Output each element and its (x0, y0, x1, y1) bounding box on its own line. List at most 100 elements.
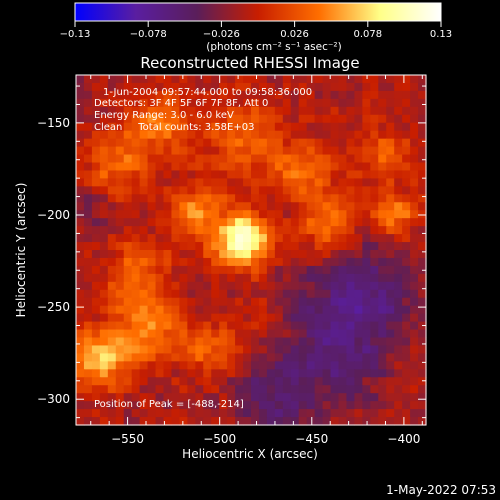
heatmap-cell (147, 401, 157, 410)
heatmap-cell (155, 218, 165, 227)
heatmap-cell (346, 106, 355, 116)
heatmap-cell (235, 210, 244, 219)
heatmap-cell (274, 361, 284, 370)
heatmap-cell (370, 186, 379, 195)
heatmap-cell (155, 297, 165, 307)
heatmap-cell (203, 114, 212, 124)
heatmap-cell (386, 186, 395, 195)
heatmap-cell (322, 337, 332, 347)
heatmap-cell (76, 345, 85, 354)
heatmap-cell (410, 138, 419, 148)
heatmap-cell (171, 218, 180, 227)
heatmap-cell (410, 130, 419, 140)
heatmap-cell (235, 377, 244, 386)
heatmap-cell (314, 162, 324, 172)
heatmap-cell (338, 313, 348, 323)
heatmap-cell (266, 297, 276, 307)
heatmap-cell (99, 82, 109, 92)
heatmap-cell (330, 297, 340, 307)
heatmap-cell (76, 202, 85, 211)
heatmap-cell (123, 361, 133, 370)
heatmap-cell (282, 329, 292, 339)
heatmap-cell (187, 337, 196, 347)
heatmap-cell (322, 122, 332, 132)
heatmap-cell (107, 114, 117, 124)
heatmap-cell (298, 281, 308, 291)
heatmap-cell (76, 130, 85, 140)
heatmap-cell (147, 226, 157, 235)
heatmap-cell (378, 202, 387, 211)
heatmap-cell (298, 146, 308, 156)
heatmap-cell (211, 82, 220, 92)
heatmap-cell (338, 218, 348, 227)
heatmap-cell (147, 305, 157, 315)
heatmap-cell (155, 329, 165, 339)
heatmap-cell (211, 170, 220, 179)
heatmap-cell (274, 170, 284, 179)
heatmap-cell (394, 417, 403, 426)
heatmap-cell (306, 250, 316, 259)
heatmap-cell (76, 75, 85, 84)
heatmap-cell (330, 265, 340, 275)
heatmap-cell (306, 329, 316, 339)
heatmap-cell (410, 106, 419, 116)
heatmap-cell (346, 122, 355, 132)
heatmap-cell (171, 146, 180, 156)
heatmap-cell (258, 369, 268, 378)
heatmap-cell (171, 313, 180, 323)
heatmap-cell (370, 162, 379, 172)
heatmap-cell (91, 329, 101, 339)
heatmap-cell (235, 170, 244, 179)
heatmap-cell (131, 297, 141, 307)
heatmap-cell (195, 393, 204, 402)
heatmap-cell (99, 242, 109, 251)
heatmap-cell (123, 82, 133, 92)
heatmap-cell (91, 194, 101, 203)
heatmap-cell (354, 242, 363, 251)
heatmap-cell (243, 329, 252, 339)
heatmap-cell (91, 170, 101, 179)
heatmap-cell (219, 257, 228, 267)
heatmap-cell (227, 273, 236, 283)
heatmap-cell (314, 90, 324, 100)
heatmap-cell (131, 154, 141, 164)
heatmap-cell (314, 106, 324, 116)
heatmap-cell (155, 353, 165, 362)
heatmap-cell (123, 377, 133, 386)
heatmap-cell (362, 210, 371, 219)
heatmap-cell (227, 194, 236, 203)
heatmap-cell (338, 393, 348, 402)
heatmap-cell (179, 82, 188, 92)
heatmap-cell (235, 122, 244, 132)
heatmap-cell (219, 178, 228, 187)
heatmap-cell (330, 146, 340, 156)
heatmap-cell (314, 361, 324, 370)
heatmap-cell (107, 353, 117, 362)
colorbar-tick-label: −0.13 (60, 29, 91, 40)
heatmap-cell (123, 385, 133, 394)
heatmap-cell (298, 122, 308, 132)
heatmap-cell (362, 329, 371, 339)
heatmap-cell (306, 186, 316, 195)
heatmap-cell (306, 138, 316, 148)
heatmap-cell (131, 393, 141, 402)
heatmap-cell (243, 297, 252, 307)
heatmap-cell (155, 114, 165, 124)
heatmap-cell (402, 90, 411, 100)
heatmap-cell (139, 289, 149, 299)
heatmap-cell (314, 170, 324, 179)
heatmap-cell (76, 417, 85, 426)
heatmap-cell (258, 122, 268, 132)
heatmap-cell (378, 178, 387, 187)
heatmap-cell (322, 289, 332, 299)
peak-position-label: Position of Peak = [-488,-214] (94, 399, 244, 410)
heatmap-cell (362, 178, 371, 187)
heatmap-cell (394, 345, 403, 354)
heatmap-cell (99, 385, 109, 394)
heatmap-cell (227, 377, 236, 386)
heatmap-cell (322, 202, 332, 211)
heatmap-cell (131, 329, 141, 339)
heatmap-cell (251, 210, 260, 219)
heatmap-cell (203, 226, 212, 235)
heatmap-cell (290, 281, 300, 291)
